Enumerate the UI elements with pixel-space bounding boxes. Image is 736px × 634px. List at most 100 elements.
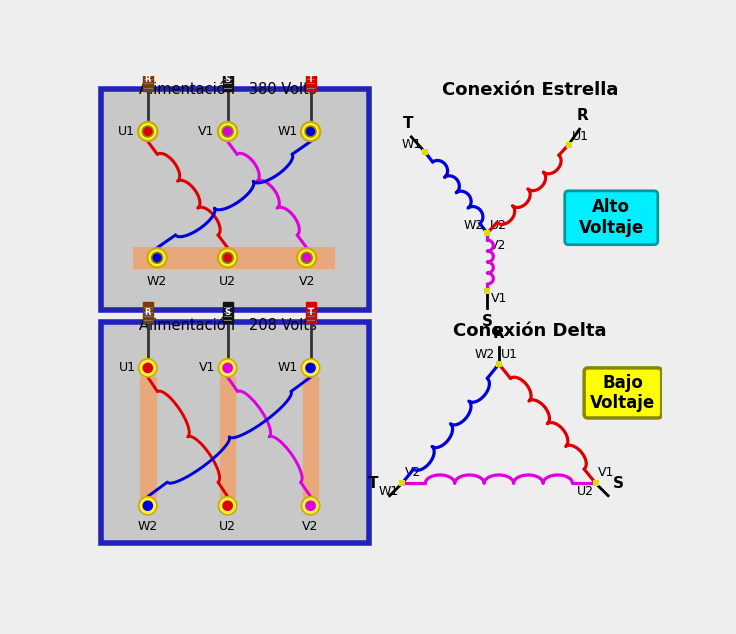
Text: S: S <box>224 75 230 84</box>
FancyBboxPatch shape <box>102 89 369 310</box>
Text: R: R <box>144 308 151 317</box>
Circle shape <box>223 501 233 510</box>
Circle shape <box>218 122 238 141</box>
Circle shape <box>140 360 155 375</box>
Circle shape <box>220 124 236 139</box>
Text: V2: V2 <box>302 520 319 533</box>
Text: V2: V2 <box>405 466 422 479</box>
Bar <box>422 149 428 155</box>
Bar <box>143 302 153 323</box>
FancyBboxPatch shape <box>584 368 662 418</box>
Text: U2: U2 <box>576 485 593 498</box>
Text: S: S <box>613 476 624 491</box>
Text: T: T <box>308 75 314 84</box>
Circle shape <box>224 127 231 135</box>
Circle shape <box>144 127 152 135</box>
Text: V2: V2 <box>490 239 506 252</box>
Circle shape <box>305 126 316 137</box>
Bar <box>222 69 233 91</box>
Circle shape <box>219 496 237 515</box>
FancyBboxPatch shape <box>102 321 369 543</box>
Bar <box>140 377 155 496</box>
Text: W2: W2 <box>138 520 158 533</box>
Text: Alimentación   380 Volts: Alimentación 380 Volts <box>139 82 316 97</box>
Text: Conexión Estrella: Conexión Estrella <box>442 81 618 99</box>
Circle shape <box>153 254 161 262</box>
Circle shape <box>302 124 319 139</box>
Text: W1: W1 <box>277 125 297 138</box>
Circle shape <box>138 496 157 515</box>
Text: Alto
Voltaje: Alto Voltaje <box>578 198 644 237</box>
Bar <box>222 302 233 323</box>
Bar <box>302 377 318 496</box>
Circle shape <box>301 496 320 515</box>
Text: U2: U2 <box>489 219 506 231</box>
Text: R: R <box>144 75 151 84</box>
Circle shape <box>147 248 167 268</box>
Text: V1: V1 <box>598 466 615 479</box>
Text: V1: V1 <box>491 292 508 306</box>
Circle shape <box>301 359 320 377</box>
Bar <box>220 377 236 496</box>
Text: T: T <box>308 308 314 317</box>
Text: R: R <box>577 108 589 123</box>
Text: V1: V1 <box>199 361 215 375</box>
Text: R: R <box>493 326 505 341</box>
Circle shape <box>218 248 238 268</box>
Circle shape <box>220 250 236 266</box>
Text: W2: W2 <box>475 348 495 361</box>
Circle shape <box>138 122 158 141</box>
Text: U2: U2 <box>219 275 236 288</box>
Bar <box>143 69 153 91</box>
Text: T: T <box>403 116 414 131</box>
Circle shape <box>300 122 321 141</box>
Text: W2: W2 <box>147 275 167 288</box>
Circle shape <box>142 126 153 137</box>
Circle shape <box>222 126 233 137</box>
Circle shape <box>143 501 152 510</box>
Circle shape <box>223 363 233 373</box>
Circle shape <box>307 127 314 135</box>
Circle shape <box>220 360 236 375</box>
Text: Conexión Delta: Conexión Delta <box>453 321 606 340</box>
Circle shape <box>222 252 233 263</box>
Circle shape <box>306 363 315 373</box>
Text: T: T <box>368 476 379 491</box>
Bar <box>305 69 316 91</box>
Text: Bajo
Voltaje: Bajo Voltaje <box>590 373 656 412</box>
Circle shape <box>224 254 231 262</box>
Circle shape <box>140 498 155 514</box>
Text: V1: V1 <box>198 125 214 138</box>
Circle shape <box>220 498 236 514</box>
Circle shape <box>219 359 237 377</box>
Circle shape <box>149 250 165 266</box>
Text: W1: W1 <box>402 138 422 151</box>
Circle shape <box>297 248 316 268</box>
Circle shape <box>299 250 314 266</box>
Text: U1: U1 <box>118 361 135 375</box>
Bar <box>484 288 490 294</box>
Bar <box>134 248 334 268</box>
Circle shape <box>152 252 163 263</box>
Bar <box>399 481 405 486</box>
Bar <box>565 141 572 148</box>
Circle shape <box>143 363 152 373</box>
Bar <box>305 302 316 323</box>
Text: U1: U1 <box>118 125 135 138</box>
Text: V2: V2 <box>299 275 315 288</box>
Text: U1: U1 <box>501 348 518 361</box>
Circle shape <box>138 359 157 377</box>
FancyBboxPatch shape <box>565 191 658 245</box>
Bar <box>484 230 490 236</box>
Text: U1: U1 <box>572 130 589 143</box>
Bar <box>592 481 599 486</box>
Text: S: S <box>482 314 492 329</box>
Circle shape <box>303 498 318 514</box>
Bar <box>496 361 502 367</box>
Text: W2: W2 <box>464 219 484 231</box>
Text: W1: W1 <box>278 361 298 375</box>
Text: S: S <box>224 308 230 317</box>
Circle shape <box>140 124 155 139</box>
Text: U2: U2 <box>219 520 236 533</box>
Text: Alimentación   208 Volts: Alimentación 208 Volts <box>138 318 316 333</box>
